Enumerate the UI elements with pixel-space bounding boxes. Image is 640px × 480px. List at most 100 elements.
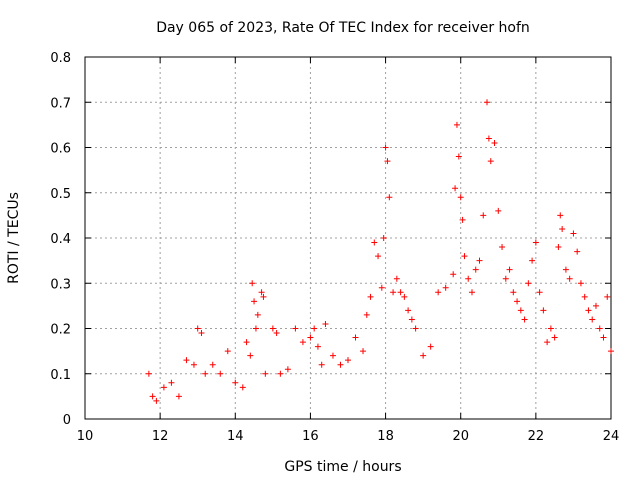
data-point — [532, 239, 539, 246]
x-tick-label: 18 — [377, 429, 394, 444]
plot-frame — [84, 56, 612, 420]
data-point — [145, 370, 152, 377]
data-point — [371, 239, 378, 246]
data-point — [258, 289, 265, 296]
data-points — [145, 99, 614, 404]
data-point — [547, 325, 554, 332]
y-tick-label: 0.2 — [50, 323, 71, 338]
tick-layer: 10 12 14 16 18 20 22 24 0 0.1 0.2 0.3 0.4 0.5 0.6 0.7 0.… — [50, 51, 619, 444]
data-point — [427, 343, 434, 350]
data-point — [384, 158, 391, 165]
data-point — [485, 135, 492, 142]
data-point — [589, 316, 596, 323]
data-point — [314, 343, 321, 350]
data-point — [397, 289, 404, 296]
x-tick-label: 22 — [528, 429, 545, 444]
data-point — [217, 370, 224, 377]
data-point — [540, 307, 547, 314]
data-point — [198, 330, 205, 337]
data-point — [491, 139, 498, 146]
y-tick-label: 0.7 — [50, 96, 71, 111]
data-point — [299, 339, 306, 346]
x-tick-label: 20 — [452, 429, 469, 444]
data-point — [243, 339, 250, 346]
data-point — [247, 352, 254, 359]
data-point — [465, 275, 472, 282]
data-point — [260, 293, 267, 300]
data-point — [487, 158, 494, 165]
data-point — [160, 384, 167, 391]
data-point — [581, 293, 588, 300]
data-point — [525, 280, 532, 287]
data-point — [600, 334, 607, 341]
y-tick-label: 0 — [63, 413, 71, 428]
data-point — [390, 289, 397, 296]
data-point — [209, 361, 216, 368]
data-point — [506, 266, 513, 273]
y-tick-label: 0.3 — [50, 277, 71, 292]
data-point — [472, 266, 479, 273]
data-point — [232, 379, 239, 386]
x-tick-label: 16 — [302, 429, 319, 444]
data-point — [510, 289, 517, 296]
data-point — [476, 257, 483, 264]
data-point — [604, 293, 611, 300]
data-point — [249, 280, 256, 287]
data-point — [577, 280, 584, 287]
data-point — [596, 325, 603, 332]
y-tick-label: 0.6 — [50, 142, 71, 157]
data-point — [251, 298, 258, 305]
data-point — [555, 244, 562, 251]
data-point — [254, 311, 261, 318]
data-point — [452, 185, 459, 192]
data-point — [566, 275, 573, 282]
data-point — [273, 330, 280, 337]
data-point — [450, 271, 457, 278]
data-point — [345, 357, 351, 364]
data-point — [536, 289, 543, 296]
data-point — [592, 302, 599, 309]
x-tick-label: 14 — [227, 429, 244, 444]
data-point — [499, 244, 506, 251]
data-point — [484, 99, 491, 106]
data-point — [529, 257, 536, 264]
data-point — [224, 348, 231, 355]
data-point — [502, 275, 509, 282]
data-point — [570, 230, 577, 237]
data-point — [585, 307, 592, 314]
data-point — [322, 320, 329, 327]
data-point — [468, 289, 475, 296]
data-point — [311, 325, 318, 332]
x-tick-label: 24 — [603, 429, 620, 444]
data-point — [480, 212, 487, 219]
data-point — [194, 325, 201, 332]
data-point — [149, 393, 156, 400]
data-point — [420, 352, 427, 359]
y-tick-label: 0.8 — [50, 51, 71, 66]
data-point — [435, 289, 442, 296]
data-point — [277, 370, 284, 377]
data-point — [386, 194, 393, 201]
data-point — [168, 379, 175, 386]
data-point — [544, 339, 551, 346]
data-point — [337, 361, 344, 368]
data-point — [408, 316, 415, 323]
data-point — [239, 384, 246, 391]
chart-title: Day 065 of 2023, Rate Of TEC Index for r… — [156, 20, 530, 36]
data-point — [557, 212, 564, 219]
data-point — [574, 248, 581, 255]
data-point — [459, 216, 466, 223]
y-tick-label: 0.1 — [50, 368, 71, 383]
data-point — [405, 307, 412, 314]
data-point — [252, 325, 259, 332]
data-point — [202, 370, 209, 377]
data-point — [562, 266, 569, 273]
data-point — [292, 325, 299, 332]
data-point — [153, 397, 160, 404]
data-point — [367, 293, 374, 300]
data-point — [455, 153, 462, 160]
data-point — [378, 284, 385, 291]
data-point — [363, 311, 370, 318]
x-tick-label: 10 — [77, 429, 94, 444]
